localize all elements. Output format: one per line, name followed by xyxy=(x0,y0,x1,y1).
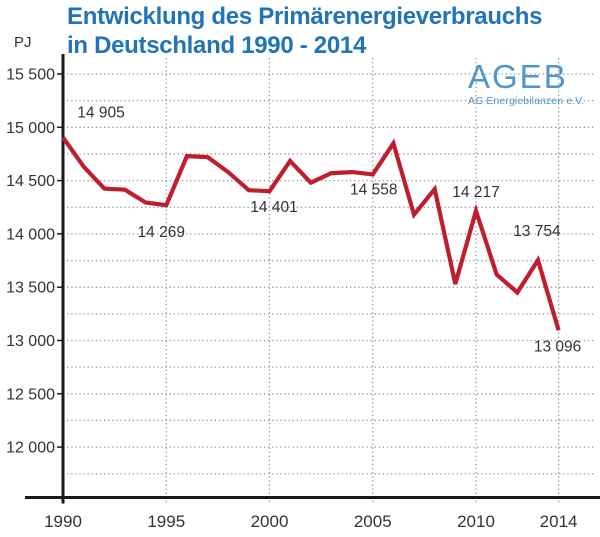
consumption-line xyxy=(61,136,561,331)
chart-title-line1: Entwicklung des Primärenergieverbrauchs xyxy=(67,3,543,30)
x-axis-label-2010: 2010 xyxy=(457,512,495,531)
x-axis-label-1995: 1995 xyxy=(147,512,185,531)
chart-title-line2: in Deutschland 1990 - 2014 xyxy=(67,32,366,59)
y-axis-label-13000: 13 000 xyxy=(6,333,55,350)
data-label-2010: 14 217 xyxy=(452,184,499,201)
y-axis-label-12000: 12 000 xyxy=(6,440,55,457)
y-axis-label-14500: 14 500 xyxy=(6,173,55,190)
data-label-2005: 14 558 xyxy=(350,181,397,198)
x-axis-label-2000: 2000 xyxy=(251,512,289,531)
y-axis-unit-label: PJ xyxy=(14,34,32,51)
vertical-gridlines xyxy=(165,58,560,503)
data-label-2014: 13 096 xyxy=(534,338,581,355)
horizontal-gridlines xyxy=(63,73,596,475)
x-axis-label-2014: 2014 xyxy=(540,512,578,531)
x-axis-label-1990: 1990 xyxy=(44,512,82,531)
data-label-2000: 14 401 xyxy=(250,199,297,216)
y-axis-label-14000: 14 000 xyxy=(6,226,55,243)
data-label-2013: 13 754 xyxy=(513,223,561,240)
ageb-logo-text: AGEB xyxy=(468,58,568,95)
data-label-1995: 14 269 xyxy=(138,224,185,241)
data-label-1990: 14 905 xyxy=(77,104,124,121)
chart-title: Entwicklung des Primärenergieverbrauchs … xyxy=(67,2,542,60)
ageb-logo-subtitle: AG Energiebilanzen e.V. xyxy=(468,95,585,107)
ageb-logo: AGEB AG Energiebilanzen e.V. xyxy=(468,60,584,107)
x-axis-label-2005: 2005 xyxy=(354,512,392,531)
y-axis-label-15000: 15 000 xyxy=(6,120,55,137)
y-axis-label-15500: 15 500 xyxy=(6,67,55,84)
y-axis-label-12500: 12 500 xyxy=(6,386,55,403)
y-axis-label-13500: 13 500 xyxy=(6,280,55,297)
